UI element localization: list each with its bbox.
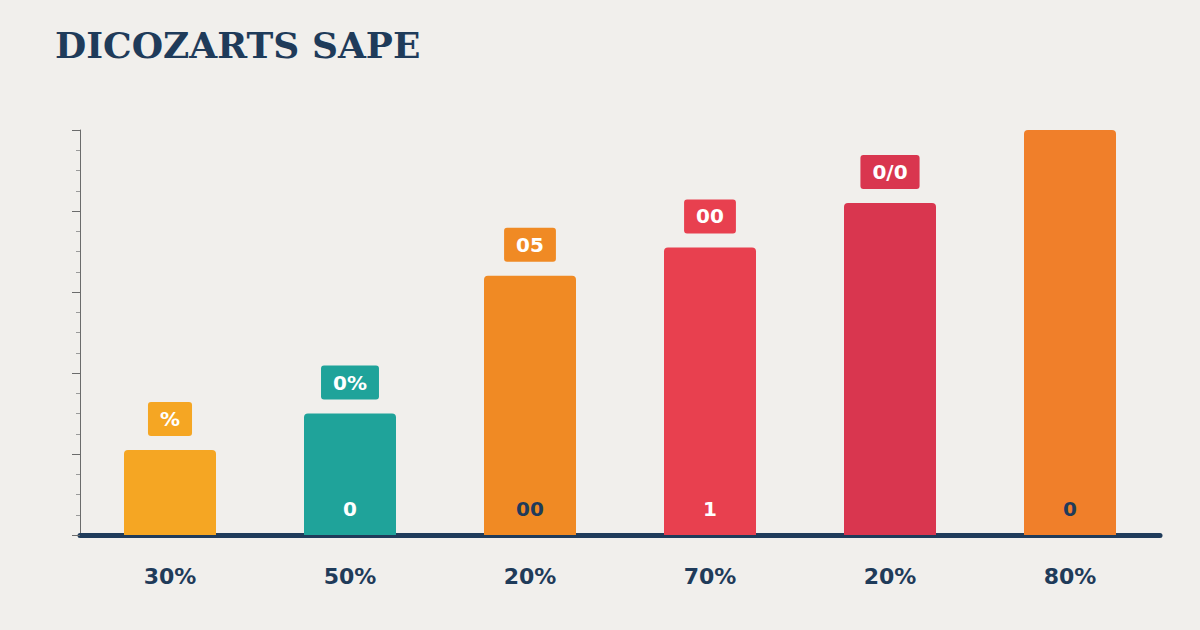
svg-text:50%: 50% [324,564,377,589]
svg-text:20%: 20% [504,564,557,589]
svg-text:70%: 70% [684,564,737,589]
svg-text:80%: 80% [1044,564,1097,589]
svg-text:1: 1 [703,497,717,521]
svg-text:0/0: 0/0 [872,160,907,184]
svg-text:0: 0 [343,497,357,521]
svg-text:20%: 20% [864,564,917,589]
svg-text:%: % [160,407,180,431]
svg-text:00: 00 [696,204,724,228]
svg-text:00: 00 [516,497,544,521]
svg-text:0: 0 [1063,497,1077,521]
svg-text:DICOZARTS SAPE: DICOZARTS SAPE [55,24,420,66]
svg-text:0%: 0% [333,371,367,395]
svg-text:30%: 30% [144,564,197,589]
svg-text:05: 05 [516,233,544,257]
